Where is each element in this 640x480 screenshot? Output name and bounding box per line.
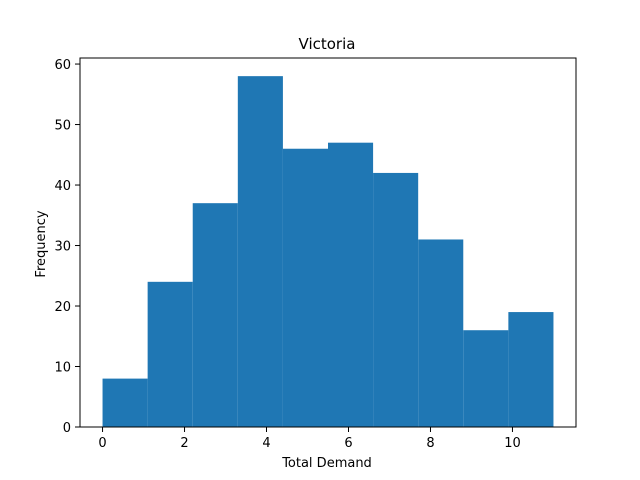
y-tick-label: 0: [63, 421, 71, 436]
y-axis-label: Frequency: [34, 210, 49, 277]
y-tick-label: 20: [54, 300, 71, 315]
x-axis-ticks: 0 2 4 6 8 10: [98, 427, 520, 451]
bars-group: [103, 76, 554, 427]
histogram-bar: [328, 143, 373, 427]
x-axis-label: Total Demand: [281, 456, 372, 471]
histogram-bar: [373, 173, 418, 427]
y-tick-label: 10: [54, 361, 71, 376]
histogram-bar: [463, 330, 508, 427]
chart-title: Victoria: [299, 35, 356, 53]
histogram-bar: [508, 312, 553, 427]
histogram-bar: [148, 282, 193, 427]
histogram-bar: [418, 239, 463, 427]
y-tick-label: 50: [54, 119, 71, 134]
y-tick-label: 30: [54, 240, 71, 255]
histogram-bar: [283, 149, 328, 427]
x-tick-label: 6: [344, 436, 352, 451]
x-tick-label: 0: [98, 436, 106, 451]
histogram-bar: [238, 76, 283, 427]
x-tick-label: 8: [426, 436, 434, 451]
x-tick-label: 10: [504, 436, 521, 451]
histogram-bar: [193, 203, 238, 427]
y-tick-label: 60: [54, 58, 71, 73]
y-axis-ticks: 0 10 20 30 40 50 60: [54, 58, 80, 436]
x-tick-label: 4: [262, 436, 270, 451]
x-tick-label: 2: [180, 436, 188, 451]
histogram-bar: [103, 379, 148, 427]
y-tick-label: 40: [54, 179, 71, 194]
